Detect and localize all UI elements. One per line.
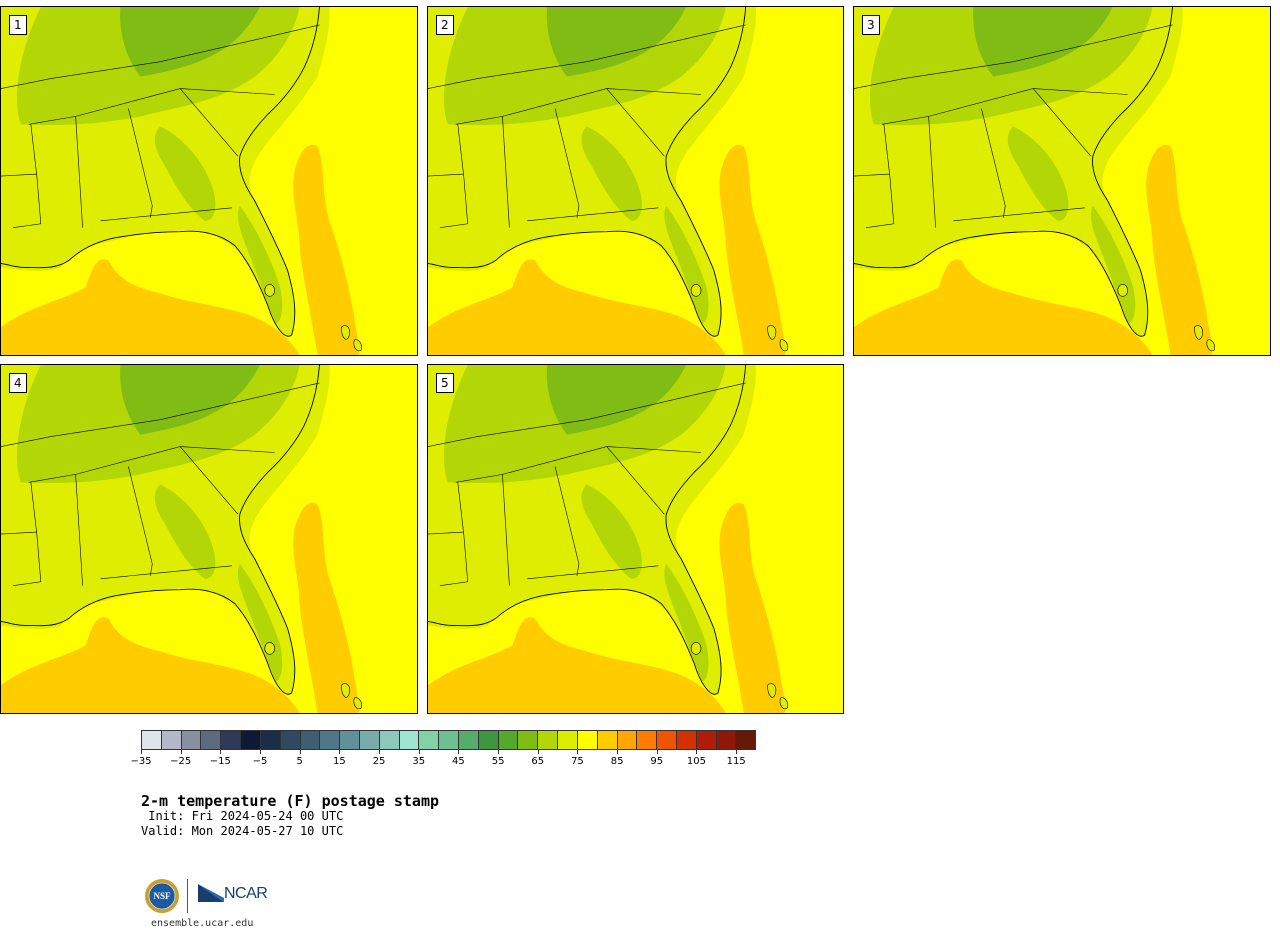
ncar-mark-icon xyxy=(198,884,224,902)
colorbar-tick xyxy=(577,750,579,754)
colorbar-bin xyxy=(419,731,440,749)
valid-time: Valid: Mon 2024-05-27 10 UTC xyxy=(141,824,344,838)
colorbar-bin xyxy=(280,731,301,749)
colorbar-bin xyxy=(221,731,242,749)
colorbar-bin xyxy=(399,731,420,749)
colorbar-tick-label: −15 xyxy=(209,756,231,767)
member-number-label: 3 xyxy=(862,15,880,35)
colorbar-tick-label: 45 xyxy=(452,756,465,767)
ensemble-member-map-4: 4 xyxy=(0,364,418,714)
colorbar-tick-label: 115 xyxy=(726,756,746,767)
colorbar-tick xyxy=(617,750,619,754)
colorbar-tick xyxy=(696,750,698,754)
member-number-label: 2 xyxy=(436,15,454,35)
colorbar-tick-label: 35 xyxy=(412,756,426,767)
ncar-logo-text: NCAR xyxy=(224,885,268,902)
nsf-logo-text: NSF xyxy=(153,891,171,901)
temperature-map xyxy=(854,7,1270,355)
colorbar-bin xyxy=(696,731,717,749)
colorbar-tick xyxy=(141,750,142,754)
colorbar-tick xyxy=(299,750,301,754)
colorbar-tick-label: −25 xyxy=(170,756,192,767)
colorbar-bin xyxy=(459,731,479,749)
colorbar-tick-label: 15 xyxy=(333,756,346,767)
colorbar-tick xyxy=(418,750,420,754)
colorbar-bin xyxy=(558,731,578,749)
colorbar-bin xyxy=(359,731,380,749)
ensemble-member-map-2: 2 xyxy=(427,6,844,356)
colorbar-tick xyxy=(656,750,658,754)
colorbar-ticks: −35 −25 −15 −5 5 15 25 35 45 55 65 75 85 95 105 115 xyxy=(130,750,756,770)
colorbar-bin xyxy=(300,731,321,749)
colorbar-bin xyxy=(657,731,677,749)
colorbar-bin xyxy=(617,731,638,749)
colorbar-tick-label: −5 xyxy=(252,756,268,767)
ensemble-member-map-3: 3 xyxy=(853,6,1271,356)
colorbar-bin xyxy=(340,731,360,749)
colorbar-bin xyxy=(478,731,499,749)
logo-divider xyxy=(187,879,188,913)
colorbar-bin xyxy=(260,731,281,749)
sponsor-logos: NSF NCAR xyxy=(144,876,274,916)
colorbar-bin xyxy=(320,731,341,749)
ensemble-member-map-1: 1 xyxy=(0,6,418,356)
colorbar-tick xyxy=(736,750,738,754)
nsf-logo-icon: NSF xyxy=(145,879,179,913)
colorbar-tick-label: 105 xyxy=(686,756,707,767)
site-url: ensemble.ucar.edu xyxy=(151,918,254,929)
colorbar-bin xyxy=(518,731,539,749)
colorbar-tick-label: 25 xyxy=(372,756,386,767)
colorbar-bin xyxy=(161,731,182,749)
colorbar-tick-label: 95 xyxy=(650,756,664,767)
colorbar-bin xyxy=(716,731,737,749)
colorbar-tick xyxy=(458,750,460,754)
colorbar-tick-label: 85 xyxy=(610,756,624,767)
colorbar-bin xyxy=(142,731,162,749)
colorbar-tick xyxy=(379,750,381,754)
colorbar-tick xyxy=(260,750,262,754)
colorbar-bin xyxy=(676,731,697,749)
colorbar-bin xyxy=(181,731,202,749)
ensemble-member-map-5: 5 xyxy=(427,364,844,714)
colorbar-tick xyxy=(498,750,500,754)
colorbar-bin xyxy=(597,731,618,749)
colorbar-tick xyxy=(537,750,539,754)
colorbar-tick xyxy=(180,750,182,754)
colorbar-bin xyxy=(736,731,756,749)
member-number-label: 4 xyxy=(9,373,27,393)
temperature-map xyxy=(428,365,843,713)
colorbar-bin xyxy=(577,731,598,749)
colorbar-bin xyxy=(637,731,658,749)
chart-title: 2-m temperature (F) postage stamp xyxy=(141,792,440,810)
member-number-label: 5 xyxy=(436,373,454,393)
colorbar-tick-label: 5 xyxy=(296,756,303,767)
init-time: Init: Fri 2024-05-24 00 UTC xyxy=(141,809,344,823)
member-number-label: 1 xyxy=(9,15,27,35)
temperature-colorbar xyxy=(141,730,756,750)
colorbar-bin xyxy=(379,731,400,749)
colorbar-tick xyxy=(220,750,222,754)
colorbar-bin xyxy=(241,731,261,749)
temperature-map xyxy=(1,7,417,355)
colorbar-bin xyxy=(538,731,559,749)
colorbar-tick-label: 65 xyxy=(531,756,545,767)
colorbar-bin xyxy=(498,731,519,749)
colorbar-tick xyxy=(339,750,341,754)
colorbar-bin xyxy=(201,731,222,749)
temperature-map xyxy=(1,365,417,713)
colorbar-tick-label: −35 xyxy=(130,756,152,767)
colorbar-tick-label: 75 xyxy=(571,756,584,767)
colorbar-bin xyxy=(439,731,459,749)
temperature-map xyxy=(428,7,843,355)
colorbar-tick-label: 55 xyxy=(491,756,505,767)
